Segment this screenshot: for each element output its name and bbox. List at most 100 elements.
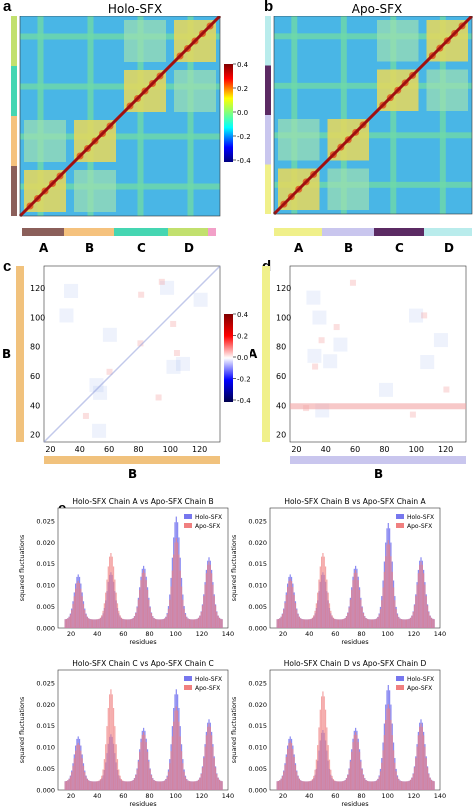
bar-apo	[84, 610, 85, 628]
bar-apo	[325, 566, 326, 628]
bar-apo	[390, 556, 391, 628]
bar-apo	[321, 696, 322, 790]
bar-apo	[396, 771, 397, 790]
bar-apo	[398, 617, 399, 628]
bar-apo	[345, 618, 346, 628]
bar-apo	[78, 743, 79, 790]
bar-apo	[67, 618, 68, 628]
bar-apo	[294, 595, 295, 628]
bar-apo	[304, 781, 305, 790]
diffmap-xtick: 80	[379, 445, 389, 454]
bar-apo	[277, 619, 278, 628]
bar-apo	[304, 619, 305, 628]
bar-apo	[405, 781, 406, 790]
legend-swatch	[184, 676, 192, 681]
bar-apo	[178, 555, 179, 628]
plot-ytick: 0.015	[36, 722, 55, 730]
bar-apo	[169, 600, 170, 628]
colorbar-tick-label: -0.2	[237, 133, 251, 141]
bar-apo	[71, 772, 72, 790]
apo-chain-label: A	[294, 241, 304, 255]
bar-apo	[220, 781, 221, 790]
bar-apo	[204, 585, 205, 628]
diffmap-cell	[83, 413, 89, 419]
bar-apo	[347, 775, 348, 790]
plot-xtick: 40	[305, 792, 313, 800]
bar-apo	[288, 743, 289, 790]
bar-apo	[186, 779, 187, 790]
bar-apo	[185, 777, 186, 790]
holo-chain-strip	[22, 228, 64, 236]
heatmap-left-strip	[11, 16, 17, 66]
bar-apo	[428, 612, 429, 628]
bar-apo	[85, 776, 86, 790]
bar-apo	[345, 780, 346, 790]
diffmap-xtick: 40	[321, 445, 331, 454]
bar-apo	[164, 619, 165, 628]
plot-ytick: 0.000	[248, 787, 267, 795]
diffmap-cell	[434, 333, 448, 347]
bar-apo	[66, 781, 67, 790]
bar-apo	[203, 758, 204, 790]
diffmap-xtick: 60	[350, 445, 360, 454]
bar-apo	[97, 781, 98, 790]
bar-apo	[392, 735, 393, 790]
diffmap-cell	[312, 311, 326, 325]
holo-chain-strip	[168, 228, 208, 236]
diffmap-ytick: 80	[30, 343, 40, 352]
diffmap-ytick: 40	[276, 401, 286, 410]
bar-apo	[125, 781, 126, 790]
bar-apo	[151, 613, 152, 628]
bar-apo	[72, 604, 73, 628]
bar-apo	[68, 779, 69, 790]
bar-apo	[326, 580, 327, 628]
bar-apo	[110, 553, 111, 628]
bar-apo	[424, 585, 425, 628]
apo-chain-label: B	[344, 241, 353, 255]
diffmap-d: 2020404060608080100100120120AB	[250, 260, 474, 480]
bar-apo	[131, 619, 132, 628]
bar-apo	[129, 619, 130, 628]
bar-apo	[351, 590, 352, 628]
bar-apo	[164, 781, 165, 790]
bar-apo	[163, 781, 164, 790]
bar-apo	[335, 619, 336, 628]
bar-apo	[74, 596, 75, 628]
legend-label: Apo-SFX	[407, 523, 432, 530]
heatmap-left-strip	[265, 115, 271, 165]
plot-xtick: 20	[279, 792, 287, 800]
bar-apo	[333, 779, 334, 790]
chain-strips: ABCDABCD	[0, 226, 474, 260]
diffmap-xtick: 40	[75, 445, 85, 454]
bar-apo	[403, 619, 404, 628]
bar-apo	[190, 619, 191, 628]
diffmap-cell	[410, 412, 416, 418]
bar-apo	[140, 580, 141, 628]
legend-label: Holo-SFX	[407, 676, 434, 683]
plot-ylabel: squared fluctuations	[230, 534, 238, 601]
bar-apo	[288, 581, 289, 628]
bar-apo	[300, 780, 301, 790]
plot-xtick: 120	[196, 630, 208, 638]
plot-ytick: 0.000	[248, 625, 267, 633]
bar-apo	[399, 619, 400, 628]
colorbar-c-gradient	[224, 314, 233, 402]
bar-apo	[114, 580, 115, 628]
diffmap-cell	[93, 386, 107, 400]
plot-ylabel: squared fluctuations	[18, 696, 26, 763]
plot-xtick: 40	[305, 630, 313, 638]
bar-apo	[385, 556, 386, 628]
bar-apo	[123, 781, 124, 790]
bar-apo	[211, 735, 212, 790]
bar-apo	[208, 562, 209, 628]
bar-apo	[148, 600, 149, 628]
bar-apo	[99, 780, 100, 790]
bar-apo	[369, 781, 370, 790]
diffmap-cell	[333, 338, 347, 352]
bar-apo	[409, 619, 410, 628]
bar-apo	[174, 542, 175, 628]
bar-apo	[72, 766, 73, 790]
bar-apo	[151, 775, 152, 790]
plot-ytick: 0.020	[36, 701, 55, 709]
bar-apo	[136, 607, 137, 628]
